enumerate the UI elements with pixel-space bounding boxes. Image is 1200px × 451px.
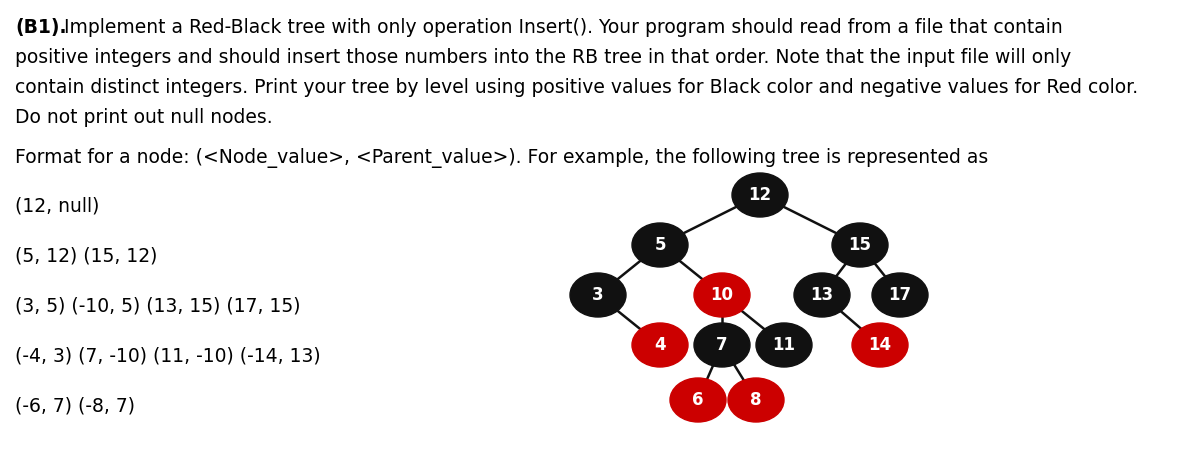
Ellipse shape [632,223,688,267]
Text: (5, 12) (15, 12): (5, 12) (15, 12) [14,246,157,265]
Ellipse shape [694,323,750,367]
Text: (12, null): (12, null) [14,196,100,215]
Text: (B1).: (B1). [14,18,66,37]
Text: 12: 12 [749,186,772,204]
Ellipse shape [794,273,850,317]
Text: Format for a node: (<Node_value>, <Parent_value>). For example, the following tr: Format for a node: (<Node_value>, <Paren… [14,148,989,168]
Text: 6: 6 [692,391,703,409]
Text: 3: 3 [592,286,604,304]
Text: Do not print out null nodes.: Do not print out null nodes. [14,108,272,127]
Text: 10: 10 [710,286,733,304]
Text: (-6, 7) (-8, 7): (-6, 7) (-8, 7) [14,396,134,415]
Ellipse shape [570,273,626,317]
Text: (-4, 3) (7, -10) (11, -10) (-14, 13): (-4, 3) (7, -10) (11, -10) (-14, 13) [14,346,320,365]
Ellipse shape [872,273,928,317]
Ellipse shape [694,273,750,317]
Ellipse shape [832,223,888,267]
Text: Implement a Red-Black tree with only operation Insert(). Your program should rea: Implement a Red-Black tree with only ope… [58,18,1062,37]
Text: 4: 4 [654,336,666,354]
Text: 7: 7 [716,336,728,354]
Ellipse shape [728,378,784,422]
Ellipse shape [670,378,726,422]
Text: 14: 14 [869,336,892,354]
Text: 15: 15 [848,236,871,254]
Text: (3, 5) (-10, 5) (13, 15) (17, 15): (3, 5) (-10, 5) (13, 15) (17, 15) [14,296,300,315]
Text: 8: 8 [750,391,762,409]
Text: positive integers and should insert those numbers into the RB tree in that order: positive integers and should insert thos… [14,48,1072,67]
Text: 13: 13 [810,286,834,304]
Text: contain distinct integers. Print your tree by level using positive values for Bl: contain distinct integers. Print your tr… [14,78,1138,97]
Ellipse shape [852,323,908,367]
Text: 5: 5 [654,236,666,254]
Ellipse shape [632,323,688,367]
Ellipse shape [756,323,812,367]
Ellipse shape [732,173,788,217]
Text: 11: 11 [773,336,796,354]
Text: 17: 17 [888,286,912,304]
